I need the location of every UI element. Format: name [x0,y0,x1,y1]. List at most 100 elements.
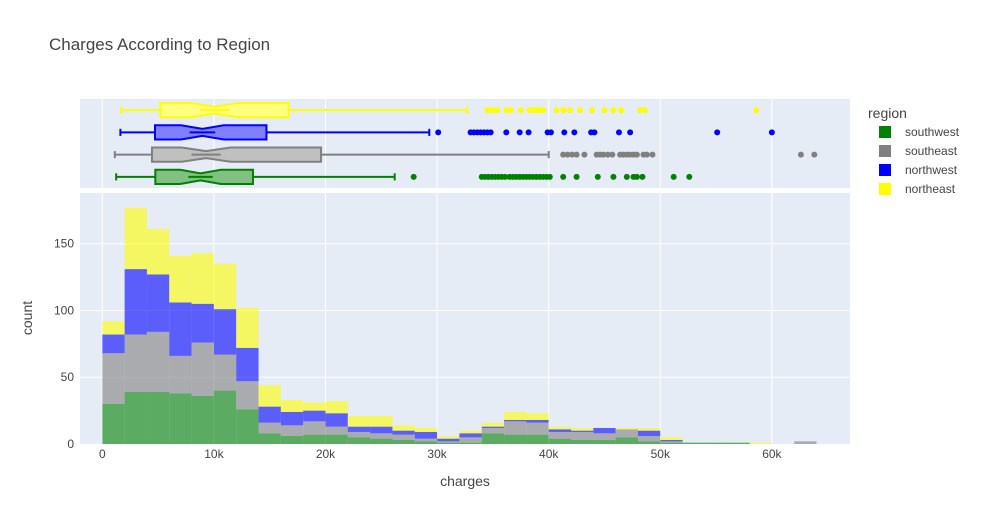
outlier-point [435,129,442,136]
outlier-point [643,151,650,158]
bar-southeast [593,433,616,440]
bar-northeast [258,385,281,407]
bar-northwest [392,430,415,435]
bar-northwest [124,269,147,335]
outlier-point [569,151,576,158]
bar-southeast [526,422,549,435]
bar-southeast [303,421,326,435]
bar-northeast [191,253,214,304]
bar-southeast [213,354,237,391]
bar-southwest [191,395,214,444]
chart-title: Charges According to Region [49,35,270,54]
legend-item-northwest[interactable]: northwest [879,163,958,177]
bar-northwest [325,413,348,427]
bar-northwest [303,410,326,422]
x-tick-label: 30k [427,447,447,461]
box-plots [113,102,818,185]
outlier-point [616,129,622,136]
outlier-point [610,107,617,114]
outlier-point [589,107,596,114]
bar-southeast [236,381,259,410]
bar-northeast [548,426,572,430]
bar-northeast [660,437,683,440]
bar-southwest [370,438,393,444]
outlier-point [601,107,608,114]
bar-southwest [459,442,482,444]
y-tick-label: 50 [61,370,75,384]
bar-northeast [236,307,259,348]
bar-northwest [146,274,170,332]
bar-southeast [615,429,638,438]
x-tick-label: 60k [762,447,782,461]
bar-southwest [704,442,728,444]
bar-southeast [370,433,393,439]
legend-label: southeast [905,144,958,158]
legend-item-southwest[interactable]: southwest [879,125,960,139]
outlier-point [566,107,573,114]
bar-northeast [303,402,326,411]
bar-northwest [593,427,616,434]
bar-northeast [437,435,460,439]
legend-item-northeast[interactable]: northeast [879,182,956,196]
bar-southwest [347,437,371,444]
bar-southeast [414,438,438,442]
bar-southwest [325,434,348,444]
bar-southwest [504,434,527,444]
bar-southwest [437,442,460,444]
x-tick-label: 0 [99,447,106,461]
bar-northeast [169,255,192,303]
outlier-point [410,173,417,180]
boxplot-southeast [113,146,818,163]
bar-northeast [481,422,505,427]
bar-southwest [213,390,237,444]
outlier-point [610,173,617,180]
outlier-point [564,151,571,158]
outlier-point [573,151,580,158]
bar-northeast [370,415,393,427]
bar-northwest [258,406,281,423]
bar-southeast [571,431,594,440]
bar-southeast [459,437,482,443]
bar-northwest [548,429,572,432]
bar-northeast [504,411,527,420]
bar-northwest [347,426,371,432]
x-tick-label: 50k [651,447,671,461]
bar-northwest [236,347,259,382]
legend-swatch [879,145,891,157]
bar-northeast [615,427,638,430]
outlier-point [487,129,494,136]
bar-northeast [146,229,170,275]
bar-southwest [146,391,170,444]
outlier-point [503,129,510,136]
bar-southwest [414,441,438,444]
outlier-point [494,107,501,114]
legend-item-southeast[interactable]: southeast [879,144,958,158]
bar-southeast [124,334,147,392]
outlier-point [560,173,567,180]
outlier-point [633,173,640,180]
bar-northeast [102,321,125,335]
bar-southwest [526,434,549,444]
legend[interactable]: region southwest southeast northwest northea… [868,105,960,196]
box-body [150,146,323,163]
outlier-point [811,151,818,158]
outlier-point [507,107,514,114]
outlier-point [571,129,578,136]
outlier-point [670,173,677,180]
bar-southwest [593,439,616,444]
bar-southeast [548,431,572,439]
bar-southeast [392,434,415,440]
bar-northwest [660,439,683,442]
outlier-point [517,107,524,114]
bar-northwest [191,303,214,343]
bar-northeast [526,413,549,420]
bar-southwest [548,438,572,444]
y-tick-label: 100 [54,303,74,317]
outlier-point [540,107,547,114]
bar-southeast [794,441,817,444]
bar-northwest [169,302,192,356]
bar-northeast [571,427,594,431]
outlier-point [553,107,560,114]
outlier-point [546,173,553,180]
